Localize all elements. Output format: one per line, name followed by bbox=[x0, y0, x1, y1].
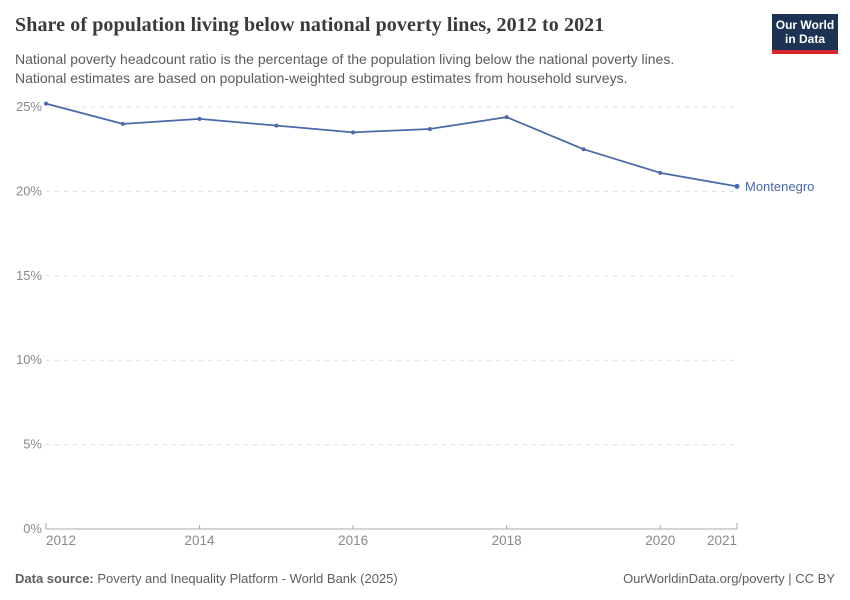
y-axis-tick-label: 20% bbox=[16, 183, 42, 198]
chart-subtitle-line2: National estimates are based on populati… bbox=[15, 70, 628, 86]
series-entity-label[interactable]: Montenegro bbox=[745, 179, 814, 194]
data-point[interactable] bbox=[44, 101, 48, 106]
chart-subtitle: National poverty headcount ratio is the … bbox=[15, 50, 674, 88]
data-source: Data source: Poverty and Inequality Plat… bbox=[15, 571, 398, 586]
y-axis-tick-label: 5% bbox=[23, 437, 42, 452]
data-source-label: Data source: bbox=[15, 571, 94, 586]
owid-logo-line2: in Data bbox=[784, 32, 825, 46]
data-point[interactable] bbox=[581, 147, 586, 152]
x-axis-tick-label: 2020 bbox=[645, 533, 675, 548]
data-point[interactable] bbox=[504, 115, 509, 120]
data-point[interactable] bbox=[427, 126, 432, 131]
chart-canvas[interactable]: 0% 5% 10% 15% 20% 25% 2012 2014 2016 2018 2020 2021… bbox=[0, 95, 850, 565]
data-point[interactable] bbox=[274, 123, 279, 128]
y-axis-tick-label: 25% bbox=[16, 99, 42, 114]
owid-logo-line1: Our World bbox=[775, 18, 835, 32]
x-axis-tick-label: 2012 bbox=[46, 533, 76, 548]
y-axis-tick-label: 15% bbox=[16, 268, 42, 283]
data-point[interactable] bbox=[120, 121, 125, 126]
y-axis-tick-label: 0% bbox=[23, 521, 42, 536]
x-axis-tick-label: 2021 bbox=[707, 533, 737, 548]
series-end-point[interactable] bbox=[734, 183, 740, 189]
data-point[interactable] bbox=[658, 170, 663, 175]
x-axis-tick-label: 2014 bbox=[185, 533, 216, 548]
x-axis-tick-label: 2018 bbox=[492, 533, 522, 548]
data-point[interactable] bbox=[351, 130, 356, 135]
page-title: Share of population living below nationa… bbox=[15, 14, 605, 36]
y-axis-tick-label: 10% bbox=[16, 352, 42, 367]
owid-logo[interactable]: Our World in Data bbox=[772, 14, 838, 54]
series-line[interactable] bbox=[45, 102, 738, 188]
data-source-text: Poverty and Inequality Platform - World … bbox=[97, 571, 398, 586]
data-point[interactable] bbox=[197, 116, 202, 121]
chart-footer: Data source: Poverty and Inequality Plat… bbox=[15, 571, 835, 586]
chart-subtitle-line1: National poverty headcount ratio is the … bbox=[15, 51, 675, 67]
x-axis-tick-label: 2016 bbox=[338, 533, 368, 548]
credit-line: OurWorldinData.org/poverty | CC BY bbox=[623, 571, 835, 586]
